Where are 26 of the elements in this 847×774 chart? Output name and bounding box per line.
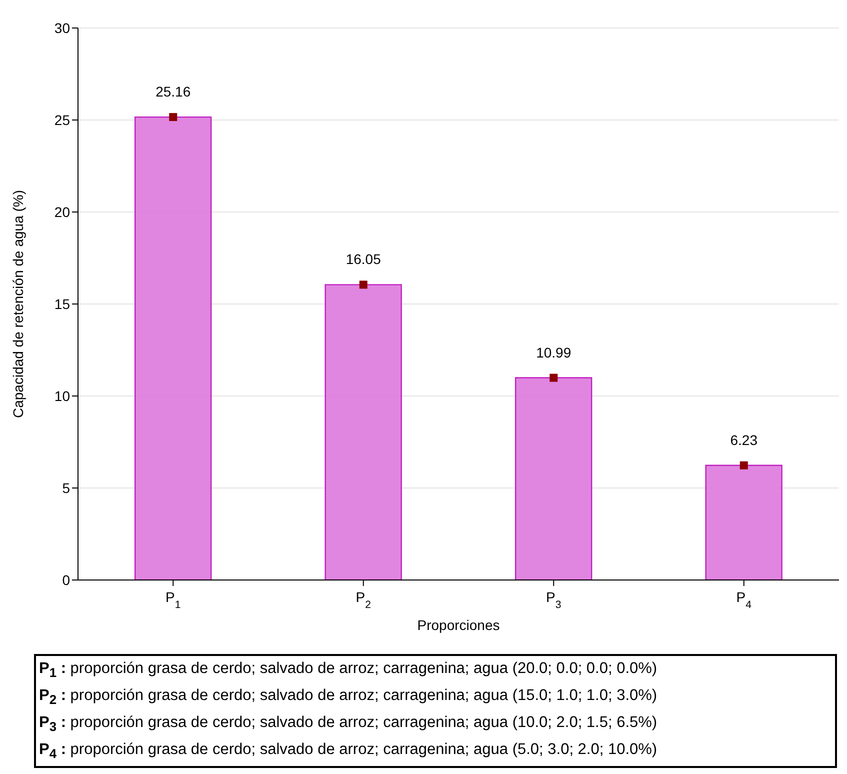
point	[169, 113, 178, 122]
bar	[705, 464, 782, 580]
y-tick-label: 0	[62, 572, 70, 588]
data-label: 16.05	[346, 251, 382, 268]
x-tick-label: P$_{3}$	[546, 589, 562, 611]
legend-table: P$_{1}$ : proporción grasa de cerdo; salvado de arroz; carragenina; agua (20.0; 0.0; 0.0; 0.0%) P$_{2}$ : proporción grasa de cerdo; salvado de arroz; carragenina; agua (15.0; 1.0; 1.0; 3.0%) P$_{3}$ : proporción grasa de cerdo; salvado de arroz; carragenina; agua (10.0; 2.0; 1.5; 6.5%) P$_{4}$ : proporción grasa de cerdo; salvado de arroz; carragenina; agua (5.0; 3.0; 2.0; 10.0%)	[34, 654, 837, 768]
data-label: 10.99	[536, 344, 572, 360]
bar	[324, 284, 402, 580]
data-label: 6.23	[730, 432, 758, 448]
point	[550, 374, 558, 382]
x-tick-label: P$_{1}$	[166, 589, 181, 611]
point	[740, 461, 748, 470]
y-axis-title: Capacidad de retención de agua (%)	[10, 190, 26, 418]
y-tick-label: 5	[62, 480, 70, 496]
x-tick-label: P$_{4}$	[736, 589, 752, 611]
y-tick-label: 10	[54, 388, 70, 404]
y-tick-label: 25	[54, 112, 70, 128]
x-tick-label: P$_{2}$	[356, 589, 372, 611]
point	[359, 280, 368, 289]
bar	[514, 377, 592, 580]
y-tick-label: 20	[54, 204, 70, 220]
x-axis-title: Proporciones	[417, 617, 500, 633]
y-tick-label: 30	[54, 20, 70, 36]
y-tick-label: 15	[54, 296, 70, 312]
data-label: 25.16	[156, 84, 191, 100]
bar	[134, 116, 212, 580]
